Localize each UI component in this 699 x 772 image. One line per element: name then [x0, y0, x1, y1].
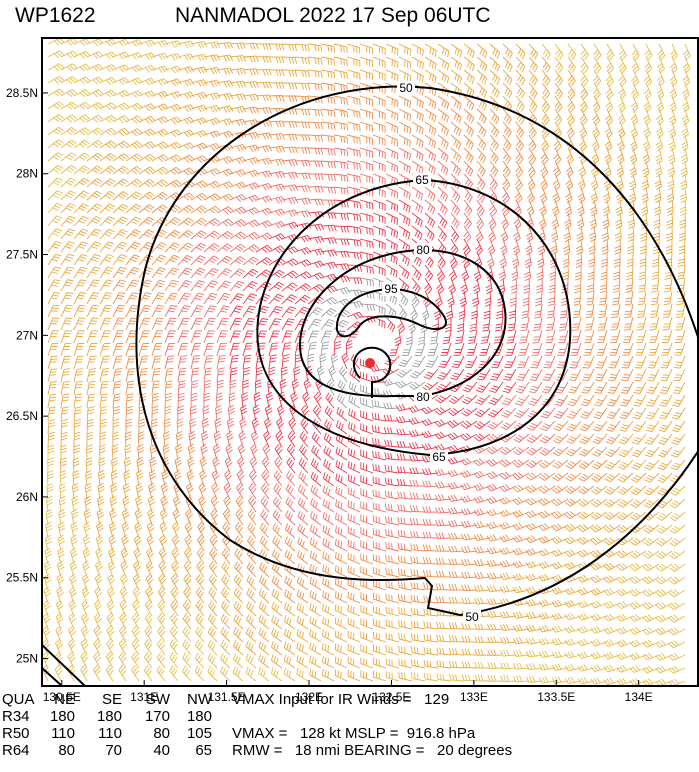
lon-tick-label: 133E	[460, 690, 488, 704]
table-cell: NE	[54, 691, 75, 708]
table-cell: 70	[105, 742, 122, 759]
contour-label: 65	[432, 450, 446, 464]
table-cell: 170	[145, 708, 170, 725]
lat-tick-label: 26.5N	[6, 409, 38, 423]
table-cell: VMAX Input for IR Winds = 129	[232, 691, 449, 708]
table-cell: 80	[153, 725, 170, 742]
contour-label-bg	[382, 282, 400, 296]
lon-tick-label: 131.5E	[208, 690, 246, 704]
contour-label-bg	[414, 243, 432, 257]
table-cell: VMAX = 128 kt MSLP = 916.8 hPa	[232, 725, 476, 742]
wind-barb-group	[164, 147, 582, 552]
contour-label-bg	[430, 450, 448, 464]
table-cell: 180	[50, 708, 75, 725]
wind-barb-group	[42, 38, 691, 686]
contour-label-bg	[413, 173, 431, 187]
lat-tick-label: 25.5N	[6, 571, 38, 585]
table-cell: R34	[2, 708, 30, 725]
storm-id: WP1622	[15, 4, 96, 27]
table-cell: SW	[146, 691, 171, 708]
lon-tick-label: 133.5E	[537, 690, 575, 704]
storm-name-time: NANMADOL 2022 17 Sep 06UTC	[175, 4, 491, 27]
contour-corner	[42, 644, 86, 686]
contour-label: 80	[416, 243, 430, 257]
lat-tick-label: 28.5N	[6, 86, 38, 100]
contour-label: 50	[465, 610, 479, 624]
lon-tick-label: 131E	[130, 690, 158, 704]
contours	[42, 85, 699, 686]
contour-65	[256, 178, 572, 457]
contour-95	[335, 287, 447, 338]
wind-barb-group	[229, 199, 517, 487]
table-cell: 110	[98, 725, 122, 742]
lat-tick-label: 26N	[16, 490, 38, 504]
contour-50	[135, 85, 699, 617]
wind-barbs	[42, 38, 691, 686]
contour-label: 65	[415, 173, 429, 187]
table-cell: 180	[97, 708, 122, 725]
lat-tick-label: 25N	[16, 652, 38, 666]
table-cell: R50	[2, 725, 30, 742]
lat-tick-label: 27.5N	[6, 248, 38, 262]
contour-inner	[352, 346, 392, 398]
table-cell: 80	[58, 742, 75, 759]
lon-tick-label: 134E	[625, 690, 653, 704]
wind-barb-group	[112, 82, 634, 604]
table-cell: RMW = 18 nmi BEARING = 20 degrees	[232, 742, 512, 759]
table-cell: NW	[187, 691, 213, 708]
table-cell: QUA	[2, 691, 35, 708]
lat-tick-label: 28N	[16, 167, 38, 181]
contour-80	[298, 248, 507, 398]
map-frame	[41, 37, 699, 687]
contour-label: 50	[399, 81, 413, 95]
lat-tick-label: 27N	[16, 328, 38, 342]
contour-label: 95	[384, 282, 398, 296]
lon-tick-label: 132.5E	[372, 690, 410, 704]
contour-label: 80	[416, 390, 430, 404]
table-cell: 180	[187, 708, 212, 725]
lon-tick-label: 130.5E	[43, 690, 81, 704]
table-cell: 65	[195, 742, 212, 759]
storm-center	[365, 358, 375, 368]
table-cell: 40	[153, 742, 170, 759]
table-cell: SE	[102, 691, 122, 708]
table-cell: 110	[51, 725, 75, 742]
contour-label-bg	[414, 390, 432, 404]
wind-barb-group	[47, 41, 687, 682]
contour-label-bg	[463, 610, 481, 624]
contour-label-bg	[397, 81, 415, 95]
table-cell: R64	[2, 742, 30, 759]
table-cell: 105	[187, 725, 212, 742]
lon-tick-label: 132E	[295, 690, 323, 704]
